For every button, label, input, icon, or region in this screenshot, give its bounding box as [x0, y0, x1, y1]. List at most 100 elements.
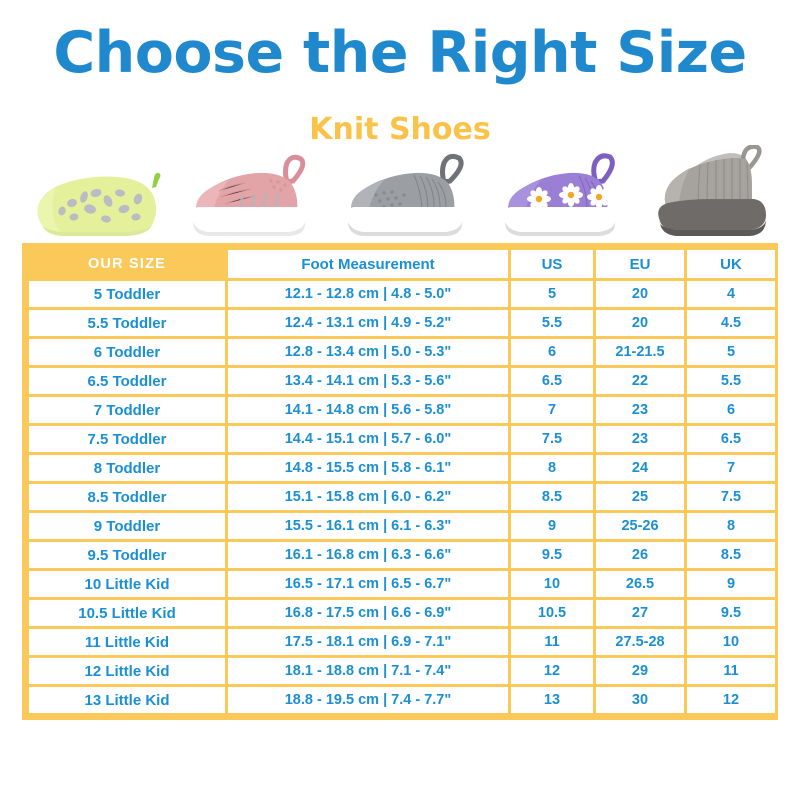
column-header-uk: UK — [687, 250, 775, 278]
cell-uk: 7.5 — [687, 484, 775, 510]
cell-our-size: 13 Little Kid — [29, 687, 225, 713]
cell-eu: 23 — [596, 397, 684, 423]
cell-foot-measurement: 12.4 - 13.1 cm | 4.9 - 5.2" — [228, 310, 508, 336]
cell-foot-measurement: 14.8 - 15.5 cm | 5.8 - 6.1" — [228, 455, 508, 481]
cell-eu: 27.5-28 — [596, 629, 684, 655]
cell-our-size: 12 Little Kid — [29, 658, 225, 684]
column-header-our-size: OUR SIZE — [87, 256, 167, 272]
shoe-image-purple-daisy-knit-shoe — [487, 151, 635, 243]
cell-us: 12 — [511, 658, 593, 684]
cell-eu: 26.5 — [596, 571, 684, 597]
cell-our-size: 10 Little Kid — [29, 571, 225, 597]
page-subtitle: Knit Shoes — [309, 112, 491, 147]
table-header: OUR SIZE Foot Measurement US EU UK — [29, 250, 775, 278]
table-row: 8.5 Toddler 15.1 - 15.8 cm | 6.0 - 6.2" 8.… — [29, 484, 775, 510]
table-row: 12 Little Kid 18.1 - 18.8 cm | 7.1 - 7.4"… — [29, 658, 775, 684]
cell-uk: 9 — [687, 571, 775, 597]
cell-foot-measurement: 14.1 - 14.8 cm | 5.6 - 5.8" — [228, 397, 508, 423]
cell-us: 8 — [511, 455, 593, 481]
cell-our-size: 8.5 Toddler — [29, 484, 225, 510]
table-row: 8 Toddler 14.8 - 15.5 cm | 5.8 - 6.1" 8 24 7 — [29, 455, 775, 481]
shoe-image-lime-leopard-knit-shoe — [28, 151, 168, 243]
table-header-row: OUR SIZE Foot Measurement US EU UK — [29, 250, 775, 278]
cell-us: 5.5 — [511, 310, 593, 336]
cell-foot-measurement: 16.5 - 17.1 cm | 6.5 - 6.7" — [228, 571, 508, 597]
table-row: 10.5 Little Kid 16.8 - 17.5 cm | 6.6 - 6.… — [29, 600, 775, 626]
cell-eu: 20 — [596, 310, 684, 336]
cell-uk: 5 — [687, 339, 775, 365]
cell-uk: 12 — [687, 687, 775, 713]
cell-our-size: 7 Toddler — [29, 397, 225, 423]
size-chart-table-container: OUR SIZE Foot Measurement US EU UK 5 Tod… — [22, 243, 778, 720]
cell-uk: 6.5 — [687, 426, 775, 452]
cell-uk: 10 — [687, 629, 775, 655]
table-row: 13 Little Kid 18.8 - 19.5 cm | 7.4 - 7.7"… — [29, 687, 775, 713]
cell-uk: 8.5 — [687, 542, 775, 568]
cell-eu: 24 — [596, 455, 684, 481]
cell-uk: 11 — [687, 658, 775, 684]
cell-eu: 21-21.5 — [596, 339, 684, 365]
cell-us: 13 — [511, 687, 593, 713]
cell-eu: 22 — [596, 368, 684, 394]
cell-us: 5 — [511, 281, 593, 307]
cell-us: 7 — [511, 397, 593, 423]
cell-eu: 29 — [596, 658, 684, 684]
cell-foot-measurement: 18.8 - 19.5 cm | 7.4 - 7.7" — [228, 687, 508, 713]
cell-eu: 23 — [596, 426, 684, 452]
cell-us: 6.5 — [511, 368, 593, 394]
shoe-image-strip — [0, 145, 800, 243]
cell-our-size: 9.5 Toddler — [29, 542, 225, 568]
cell-us: 7.5 — [511, 426, 593, 452]
cell-foot-measurement: 16.1 - 16.8 cm | 6.3 - 6.6" — [228, 542, 508, 568]
cell-our-size: 5 Toddler — [29, 281, 225, 307]
table-row: 11 Little Kid 17.5 - 18.1 cm | 6.9 - 7.1"… — [29, 629, 775, 655]
cell-our-size: 6.5 Toddler — [29, 368, 225, 394]
cell-uk: 5.5 — [687, 368, 775, 394]
column-header-eu: EU — [596, 250, 684, 278]
cell-uk: 6 — [687, 397, 775, 423]
cell-foot-measurement: 12.1 - 12.8 cm | 4.8 - 5.0" — [228, 281, 508, 307]
cell-uk: 7 — [687, 455, 775, 481]
cell-uk: 4.5 — [687, 310, 775, 336]
table-row: 5.5 Toddler 12.4 - 13.1 cm | 4.9 - 5.2" 5.… — [29, 310, 775, 336]
cell-our-size: 9 Toddler — [29, 513, 225, 539]
cell-us: 9 — [511, 513, 593, 539]
table-row: 6.5 Toddler 13.4 - 14.1 cm | 5.3 - 5.6" 6.… — [29, 368, 775, 394]
cell-uk: 4 — [687, 281, 775, 307]
cell-foot-measurement: 16.8 - 17.5 cm | 6.6 - 6.9" — [228, 600, 508, 626]
cell-eu: 25 — [596, 484, 684, 510]
cell-our-size: 10.5 Little Kid — [29, 600, 225, 626]
table-row: 5 Toddler 12.1 - 12.8 cm | 4.8 - 5.0" 5 20 4 — [29, 281, 775, 307]
cell-our-size: 8 Toddler — [29, 455, 225, 481]
cell-uk: 8 — [687, 513, 775, 539]
cell-uk: 9.5 — [687, 600, 775, 626]
cell-eu: 27 — [596, 600, 684, 626]
table-row: 9 Toddler 15.5 - 16.1 cm | 6.1 - 6.3" 9 25-… — [29, 513, 775, 539]
shoe-image-gray-knit-shoe — [330, 151, 480, 243]
column-header-us: US — [511, 250, 593, 278]
cell-foot-measurement: 15.5 - 16.1 cm | 6.1 - 6.3" — [228, 513, 508, 539]
cell-foot-measurement: 14.4 - 15.1 cm | 5.7 - 6.0" — [228, 426, 508, 452]
cell-us: 9.5 — [511, 542, 593, 568]
column-header-foot-measurement: Foot Measurement — [228, 250, 508, 278]
shoe-image-pink-knit-shoe — [175, 151, 323, 243]
size-chart-table: OUR SIZE Foot Measurement US EU UK 5 Tod… — [26, 247, 778, 716]
cell-foot-measurement: 18.1 - 18.8 cm | 7.1 - 7.4" — [228, 658, 508, 684]
cell-eu: 25-26 — [596, 513, 684, 539]
page-title: Choose the Right Size — [53, 20, 747, 86]
cell-foot-measurement: 15.1 - 15.8 cm | 6.0 - 6.2" — [228, 484, 508, 510]
cell-our-size: 7.5 Toddler — [29, 426, 225, 452]
cell-eu: 26 — [596, 542, 684, 568]
cell-our-size: 5.5 Toddler — [29, 310, 225, 336]
table-body: 5 Toddler 12.1 - 12.8 cm | 4.8 - 5.0" 5 20 4… — [29, 281, 775, 713]
cell-us: 8.5 — [511, 484, 593, 510]
shoe-image-gray-high-top-knit-bootie — [634, 145, 784, 243]
cell-eu: 20 — [596, 281, 684, 307]
cell-us: 6 — [511, 339, 593, 365]
cell-us: 10 — [511, 571, 593, 597]
table-row: 10 Little Kid 16.5 - 17.1 cm | 6.5 - 6.7"… — [29, 571, 775, 597]
table-row: 9.5 Toddler 16.1 - 16.8 cm | 6.3 - 6.6" 9.… — [29, 542, 775, 568]
cell-foot-measurement: 17.5 - 18.1 cm | 6.9 - 7.1" — [228, 629, 508, 655]
cell-our-size: 11 Little Kid — [29, 629, 225, 655]
